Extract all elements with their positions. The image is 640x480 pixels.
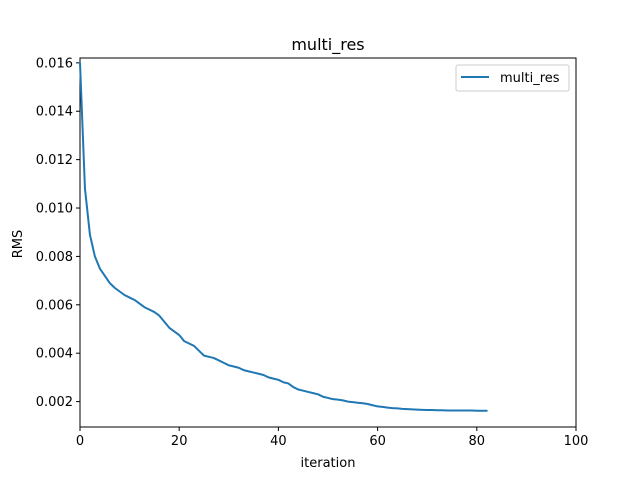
y-tick-label: 0.006 xyxy=(36,298,73,313)
chart-title: multi_res xyxy=(291,35,364,55)
y-tick-label: 0.012 xyxy=(36,153,73,168)
x-axis-label: iteration xyxy=(301,456,356,471)
y-tick-label: 0.016 xyxy=(36,56,73,71)
legend-frame xyxy=(455,64,570,92)
series-layer xyxy=(79,61,488,412)
x-tick-label: 40 xyxy=(270,434,287,449)
x-tick-label: 20 xyxy=(171,434,188,449)
plot-frame xyxy=(79,57,577,428)
y-tick-label: 0.014 xyxy=(36,105,73,120)
y-tick-label: 0.010 xyxy=(36,202,73,217)
x-axis: 0 20 40 60 80 100 xyxy=(76,427,589,449)
x-tick-label: 60 xyxy=(369,434,386,449)
y-tick-label: 0.008 xyxy=(36,250,73,265)
x-tick-label: 100 xyxy=(564,434,589,449)
series-line-multi_res xyxy=(79,61,488,412)
x-tick-label: 80 xyxy=(469,434,486,449)
legend: multi_res xyxy=(455,64,570,92)
x-tick-label: 0 xyxy=(76,434,84,449)
legend-label: multi_res xyxy=(500,71,560,86)
y-axis: 0.002 0.004 0.006 0.008 0.010 0.012 0.014 0.016 xyxy=(36,56,80,410)
plot-area xyxy=(79,57,577,428)
y-tick-label: 0.002 xyxy=(36,395,73,410)
y-axis-label: RMS xyxy=(11,230,26,259)
y-tick-label: 0.004 xyxy=(36,347,73,362)
